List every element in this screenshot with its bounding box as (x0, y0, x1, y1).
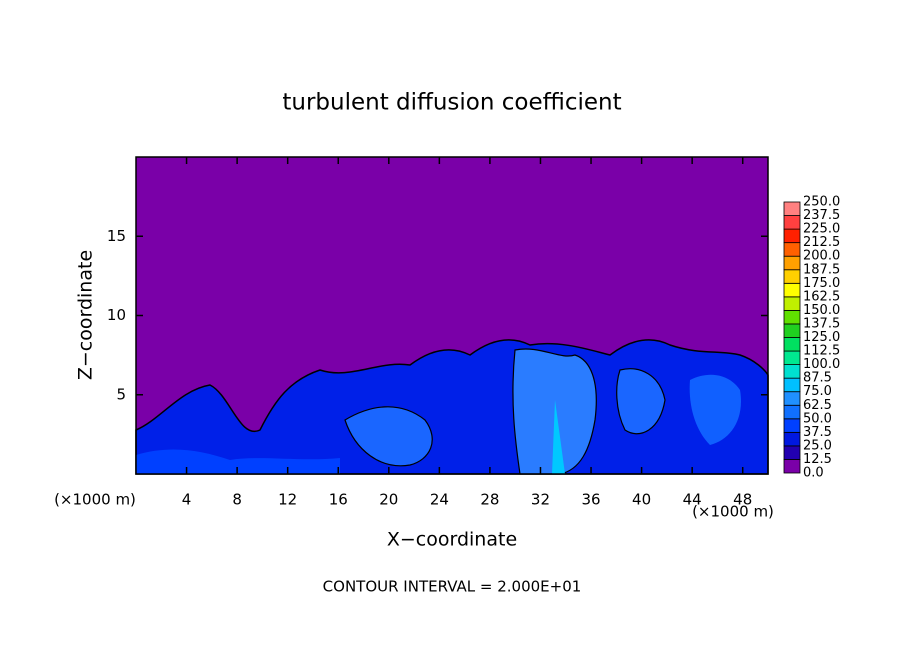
colorbar-box (783, 269, 801, 284)
y-axis-label: Z−coordinate (75, 250, 97, 380)
colorbar-label: 75.0 (803, 384, 832, 399)
colorbar-label: 112.5 (803, 344, 840, 359)
x-axis-label: X−coordinate (387, 529, 517, 551)
field-region (616, 368, 666, 435)
y-tick-label: 10 (107, 306, 126, 324)
x-tick-label: 20 (379, 491, 398, 509)
colorbar-box (783, 377, 801, 393)
field-region (552, 400, 565, 474)
colorbar-box (783, 337, 801, 352)
colorbar-label: 62.5 (803, 398, 832, 413)
colorbar-box (783, 459, 801, 474)
field-region (135, 339, 769, 475)
x-tick-label: 16 (329, 491, 348, 509)
colorbar-box (783, 323, 801, 338)
colorbar-box (783, 201, 801, 216)
colorbar-box (783, 431, 801, 447)
colorbar-box (783, 215, 801, 230)
colorbar-box (783, 282, 801, 298)
colorbar-label: 212.5 (803, 235, 840, 250)
x-tick-label: 24 (430, 491, 449, 509)
colorbar-label: 175.0 (803, 276, 840, 291)
colorbar-label: 87.5 (803, 371, 832, 386)
y-tick-label: 5 (116, 385, 126, 403)
x-tick-label: 4 (182, 491, 192, 509)
colorbar-label: 137.5 (803, 316, 840, 331)
field (135, 157, 769, 475)
annotation: CONTOUR INTERVAL = 2.000E+01 (323, 578, 582, 596)
colorbar-box (783, 445, 801, 460)
colorbar-label: 162.5 (803, 289, 840, 304)
x-tick-label: 44 (683, 491, 702, 509)
colorbar-box (783, 309, 801, 325)
y-tick-label: 15 (107, 227, 126, 245)
colorbar-label: 100.0 (803, 357, 840, 372)
colorbar-box (783, 391, 801, 406)
x-unit-label: (×1000 m) (54, 491, 136, 509)
x-tick-label: 28 (480, 491, 499, 509)
colorbar-label: 12.5 (803, 452, 832, 467)
colorbar-label: 187.5 (803, 262, 840, 277)
colorbar-label: 200.0 (803, 249, 840, 264)
colorbar-label: 150.0 (803, 303, 840, 318)
colorbar-box (783, 418, 801, 433)
x-tick-label: 32 (531, 491, 550, 509)
colorbar-box (783, 242, 801, 257)
colorbar-label: 37.5 (803, 425, 832, 440)
colorbar-label: 225.0 (803, 222, 840, 237)
x-unit-label: (×1000 m) (692, 503, 774, 521)
x-tick-label: 12 (278, 491, 297, 509)
colorbar-label: 25.0 (803, 438, 832, 453)
colorbar-box (783, 228, 801, 244)
colorbar-box (783, 404, 801, 420)
chart-title: turbulent diffusion coefficient (282, 90, 621, 116)
x-tick-label: 36 (581, 491, 600, 509)
field-region (344, 406, 433, 467)
colorbar-label: 0.0 (803, 466, 824, 481)
field-region (689, 374, 741, 445)
colorbar-label: 250.0 (803, 195, 840, 210)
colorbar-label: 125.0 (803, 330, 840, 345)
colorbar-box (783, 350, 801, 365)
colorbar-box (783, 255, 801, 271)
colorbar-box (783, 296, 801, 311)
colorbar-label: 237.5 (803, 208, 840, 223)
x-tick-label: 48 (733, 491, 752, 509)
x-tick-label: 40 (632, 491, 651, 509)
colorbar-label: 50.0 (803, 411, 832, 426)
x-tick-label: 8 (232, 491, 242, 509)
colorbar-box (783, 364, 801, 379)
